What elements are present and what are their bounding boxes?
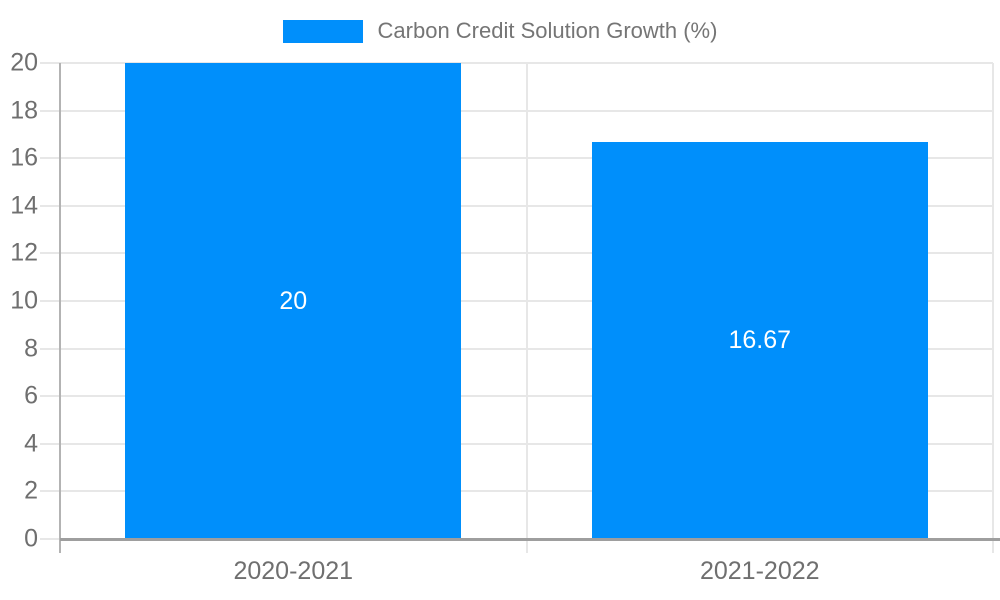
- y-axis-tick-label: 2: [24, 476, 38, 505]
- y-axis-tick-label: 18: [10, 96, 38, 125]
- y-axis-tick-label: 0: [24, 524, 38, 553]
- y-axis-tick-label: 14: [10, 191, 38, 220]
- gridline: [40, 395, 993, 398]
- category-separator-line: [992, 63, 994, 553]
- gridline: [40, 490, 993, 493]
- bar-value-label: 20: [279, 286, 308, 315]
- gridline: [40, 109, 993, 112]
- x-axis-label: 2020-2021: [233, 557, 354, 585]
- plot-area: 20 16.67: [40, 62, 1000, 553]
- gridline: [40, 157, 993, 160]
- bar-value-label: 16.67: [728, 326, 792, 355]
- y-axis-tick-label: 10: [10, 286, 38, 315]
- y-axis-tick-label: 6: [24, 381, 38, 410]
- gridline: [40, 300, 993, 302]
- legend[interactable]: Carbon Credit Solution Growth (%): [0, 18, 1000, 44]
- legend-swatch-icon: [282, 19, 363, 43]
- bar[interactable]: 20: [125, 63, 462, 539]
- bar[interactable]: 16.67: [591, 142, 928, 539]
- y-axis-tick-label: 8: [24, 334, 38, 363]
- y-axis-tick-label: 4: [24, 429, 38, 458]
- gridline: [40, 252, 993, 255]
- gridline: [40, 62, 993, 64]
- gridline: [40, 204, 993, 207]
- x-axis-label: 2021-2022: [699, 557, 820, 585]
- y-axis-tick-label: 12: [10, 238, 38, 267]
- legend-label: Carbon Credit Solution Growth (%): [377, 18, 718, 43]
- gridline: [40, 347, 993, 350]
- gridline: [40, 442, 993, 445]
- y-axis-line: [59, 63, 61, 553]
- x-axis-line: [60, 538, 1000, 541]
- y-axis-tick-label: 16: [10, 143, 38, 172]
- y-axis-tick-label: 20: [10, 48, 38, 77]
- category-separator-line: [525, 63, 528, 553]
